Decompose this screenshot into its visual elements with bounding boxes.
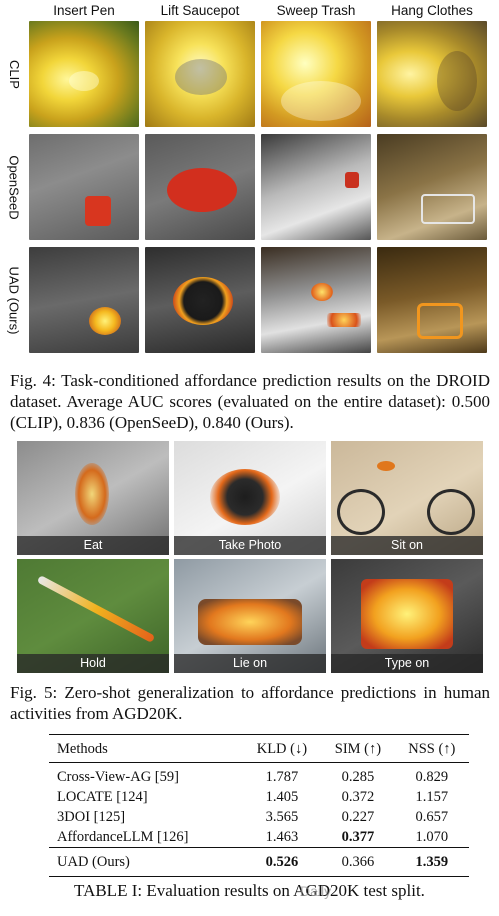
fig5-label-hold: Hold <box>17 654 169 673</box>
fig5-lie-on-image: Lie on <box>174 559 326 673</box>
fig5-take-photo-image: Take Photo <box>174 441 326 555</box>
openseed-insert-pen-image <box>29 134 139 240</box>
nss-value: 0.657 <box>415 809 449 825</box>
fig4-row-clip <box>29 21 487 127</box>
fig5-sit-on-image: Sit on <box>331 441 483 555</box>
watermark: Daily <box>300 883 332 899</box>
kld-value: 1.787 <box>265 769 299 785</box>
clip-hang-clothes-image <box>377 21 487 127</box>
kld-value-best: 0.526 <box>242 847 322 877</box>
fig5-label-take-photo: Take Photo <box>174 536 326 555</box>
sim-value: 0.285 <box>341 769 375 785</box>
fig5-type-on-image: Type on <box>331 559 483 673</box>
table-caption: TABLE I: Evaluation results on AGD20K te… <box>74 881 425 900</box>
fig5-caption: Fig. 5: Zero-shot generalization to affo… <box>10 683 490 723</box>
nss-value: 0.829 <box>415 769 449 785</box>
openseed-sweep-trash-image <box>261 134 371 240</box>
kld-value: 1.463 <box>265 829 299 845</box>
uad-hang-clothes-image <box>377 247 487 353</box>
header-methods: Methods <box>49 734 243 763</box>
table-header-row: Methods KLD (↓) SIM (↑) NSS (↑) <box>49 734 469 763</box>
fig4-caption: Fig. 4: Task-conditioned affordance pred… <box>10 371 490 432</box>
openseed-hang-clothes-image <box>377 134 487 240</box>
sim-value-best: 0.377 <box>341 829 375 845</box>
clip-sweep-trash-image <box>261 21 371 127</box>
table-row: LOCATE [124] 1.405 0.372 1.157 <box>49 787 469 807</box>
col-header-sweep-trash: Sweep Trash <box>276 3 356 18</box>
method-name: Cross-View-AG [59] <box>57 769 179 785</box>
row-label-clip: CLIP <box>6 59 22 89</box>
openseed-lift-saucepot-image <box>145 134 255 240</box>
uad-sweep-trash-image <box>261 247 371 353</box>
clip-lift-saucepot-image <box>145 21 255 127</box>
fig5-row-2: Hold Lie on Type on <box>17 559 483 673</box>
figure-5: Eat Take Photo Sit on Hold Lie on Type o… <box>17 441 483 677</box>
method-name: LOCATE [124] <box>57 789 148 805</box>
method-name: AffordanceLLM [126] <box>57 829 189 845</box>
fig5-hold-image: Hold <box>17 559 169 673</box>
header-nss: NSS (↑) <box>394 734 469 763</box>
method-name: 3DOI [125] <box>57 809 126 825</box>
kld-value: 1.405 <box>265 789 299 805</box>
fig5-label-sit-on: Sit on <box>331 536 483 555</box>
nss-value: 1.157 <box>415 789 449 805</box>
method-name-ours: UAD (Ours) <box>49 847 243 877</box>
fig4-column-headers: Insert Pen Lift Saucepot Sweep Trash Han… <box>29 2 487 20</box>
sim-value: 0.372 <box>341 789 375 805</box>
fig5-label-lie-on: Lie on <box>174 654 326 673</box>
col-header-insert-pen: Insert Pen <box>53 3 115 18</box>
table-row: Cross-View-AG [59] 1.787 0.285 0.829 <box>49 763 469 788</box>
figure-4: Insert Pen Lift Saucepot Sweep Trash Han… <box>0 0 499 362</box>
fig4-row-uad <box>29 247 487 353</box>
nss-value: 1.070 <box>415 829 449 845</box>
fig4-row-openseed <box>29 134 487 240</box>
clip-insert-pen-image <box>29 21 139 127</box>
nss-value-best: 1.359 <box>394 847 469 877</box>
fig4-image-grid <box>29 21 487 360</box>
header-sim: SIM (↑) <box>321 734 395 763</box>
table-1: Methods KLD (↓) SIM (↑) NSS (↑) Cross-Vi… <box>49 734 469 877</box>
kld-value: 3.565 <box>265 809 299 825</box>
results-table: Methods KLD (↓) SIM (↑) NSS (↑) Cross-Vi… <box>49 734 469 877</box>
table-row: 3DOI [125] 3.565 0.227 0.657 <box>49 807 469 827</box>
fig5-label-type-on: Type on <box>331 654 483 673</box>
fig5-eat-image: Eat <box>17 441 169 555</box>
uad-insert-pen-image <box>29 247 139 353</box>
table-row-ours: UAD (Ours) 0.526 0.366 1.359 <box>49 847 469 877</box>
row-label-uad: UAD (Ours) <box>6 266 22 334</box>
fig5-label-eat: Eat <box>17 536 169 555</box>
col-header-hang-clothes: Hang Clothes <box>391 3 473 18</box>
uad-lift-saucepot-image <box>145 247 255 353</box>
sim-value-ours: 0.366 <box>321 847 395 877</box>
fig5-row-1: Eat Take Photo Sit on <box>17 441 483 555</box>
sim-value: 0.227 <box>341 809 375 825</box>
header-kld: KLD (↓) <box>242 734 322 763</box>
col-header-lift-saucepot: Lift Saucepot <box>160 3 240 18</box>
table-row: AffordanceLLM [126] 1.463 0.377 1.070 <box>49 827 469 848</box>
row-label-openseed: OpenSeeD <box>6 154 22 220</box>
